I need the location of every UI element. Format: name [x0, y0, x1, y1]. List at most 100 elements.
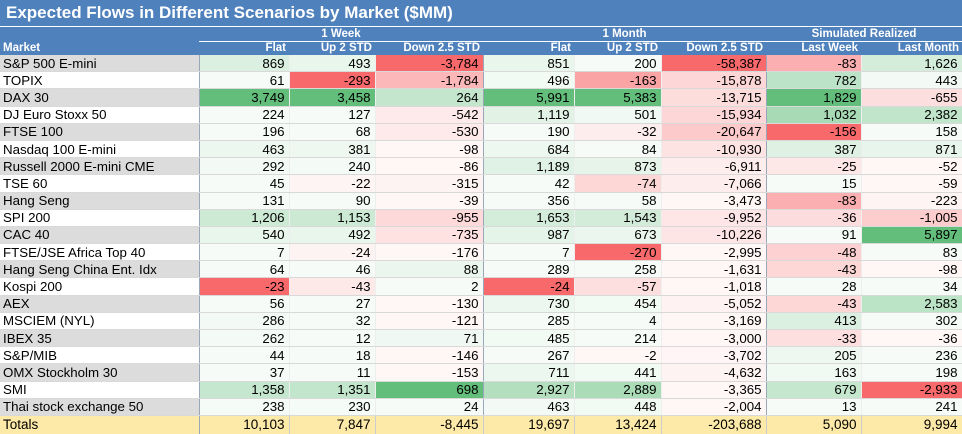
value-cell: -3,702 — [661, 346, 767, 365]
value-cell: -36 — [861, 329, 962, 348]
value-cell: -7,066 — [661, 174, 767, 193]
value-cell: -10,930 — [661, 140, 767, 159]
value-cell: -24 — [483, 277, 575, 296]
value-cell: 258 — [574, 260, 662, 279]
value-cell: 782 — [766, 71, 862, 90]
value-cell: -163 — [574, 71, 662, 90]
table-row: DJ Euro Stoxx 50 224 127 -542 1,119 501 -15,93… — [0, 106, 962, 124]
value-cell: 1,032 — [766, 106, 862, 124]
market-name-cell: OMX Stockholm 30 — [0, 363, 200, 382]
total-value-cell: 13,424 — [574, 414, 662, 434]
value-cell: 131 — [199, 192, 290, 210]
table-row: Hang Seng 131 90 -39 356 58 -3,473 -83 -223 — [0, 192, 962, 210]
value-cell: 11 — [289, 363, 376, 382]
value-cell: 224 — [199, 106, 290, 124]
value-cell: 205 — [766, 346, 862, 365]
value-cell: 1,653 — [483, 209, 575, 227]
group-header-blank — [0, 27, 199, 42]
table-row: Thai stock exchange 50 238 230 24 463 448 -2,0… — [0, 398, 962, 416]
value-cell: 1,119 — [483, 106, 575, 124]
total-value-cell: 5,090 — [766, 414, 862, 434]
value-cell: 302 — [861, 312, 962, 331]
table-row: TSE 60 45 -22 -315 42 -74 -7,066 15 -59 — [0, 174, 962, 193]
table-row: Hang Seng China Ent. Idx 64 46 88 289 258 -1,6… — [0, 260, 962, 279]
table-row: SPI 200 1,206 1,153 -955 1,653 1,543 -9,952 -36… — [0, 209, 962, 227]
market-name-cell: S&P/MIB — [0, 346, 200, 365]
value-cell: 83 — [861, 243, 962, 262]
value-cell: -1,018 — [661, 277, 767, 296]
value-cell: 356 — [483, 192, 575, 210]
value-cell: 56 — [199, 295, 290, 313]
total-value-cell: 10,103 — [199, 414, 290, 434]
value-cell: 267 — [483, 346, 575, 365]
market-name-cell: SMI — [0, 381, 200, 399]
table-row: AEX 56 27 -130 730 454 -5,052 -43 2,583 — [0, 295, 962, 313]
market-name-cell: Thai stock exchange 50 — [0, 398, 200, 416]
column-header: Flat — [199, 41, 289, 55]
value-cell: -52 — [861, 157, 962, 176]
value-cell: -5,052 — [661, 295, 767, 313]
value-cell: 292 — [199, 157, 290, 176]
value-cell: 5,991 — [483, 88, 575, 107]
column-header: Up 2 STD — [574, 41, 662, 55]
value-cell: 58 — [574, 192, 662, 210]
value-cell: 200 — [574, 55, 662, 73]
value-cell: 24 — [375, 398, 484, 416]
value-cell: 851 — [483, 55, 575, 73]
value-cell: -6,911 — [661, 157, 767, 176]
value-cell: 485 — [483, 329, 575, 348]
value-cell: -43 — [766, 295, 862, 313]
value-cell: 90 — [289, 192, 376, 210]
value-cell: -121 — [375, 312, 484, 331]
value-cell: 27 — [289, 295, 376, 313]
value-cell: 262 — [199, 329, 290, 348]
value-cell: 1,543 — [574, 209, 662, 227]
market-name-cell: IBEX 35 — [0, 329, 200, 348]
value-cell: 1,189 — [483, 157, 575, 176]
value-cell: 387 — [766, 140, 862, 159]
value-cell: -83 — [766, 192, 862, 210]
value-cell: 241 — [861, 398, 962, 416]
market-name-cell: MSCIEM (NYL) — [0, 312, 200, 331]
table-row: FTSE/JSE Africa Top 40 7 -24 -176 7 -270 -2,99… — [0, 243, 962, 262]
table-row: S&P 500 E-mini 869 493 -3,784 851 200 -58,387-… — [0, 55, 962, 73]
market-name-cell: Nasdaq 100 E-mini — [0, 140, 200, 159]
value-cell: 4 — [574, 312, 662, 331]
value-cell: 37 — [199, 363, 290, 382]
value-cell: 163 — [766, 363, 862, 382]
value-cell: -4,632 — [661, 363, 767, 382]
table-row: FTSE 100 196 68 -530 190 -32 -20,647 -156 158 — [0, 123, 962, 141]
value-cell: -59 — [861, 174, 962, 193]
value-cell: -13,715 — [661, 88, 767, 107]
value-cell: 873 — [574, 157, 662, 176]
value-cell: 869 — [199, 55, 290, 73]
value-cell: 448 — [574, 398, 662, 416]
value-cell: -39 — [375, 192, 484, 210]
value-cell: -176 — [375, 243, 484, 262]
table-row: DAX 30 3,749 3,458 264 5,991 5,383 -13,715 1,82… — [0, 88, 962, 107]
table-row: Russell 2000 E-mini CME 292 240 -86 1,189 873… — [0, 157, 962, 176]
value-cell: -74 — [574, 174, 662, 193]
value-cell: 214 — [574, 329, 662, 348]
market-name-cell: DJ Euro Stoxx 50 — [0, 106, 200, 124]
value-cell: 12 — [289, 329, 376, 348]
value-cell: -3,000 — [661, 329, 767, 348]
value-cell: 2,889 — [574, 381, 662, 399]
value-cell: 5,897 — [861, 226, 962, 245]
value-cell: -3,365 — [661, 381, 767, 399]
totals-label: Totals — [0, 414, 200, 434]
column-header: Up 2 STD — [289, 41, 375, 55]
total-value-cell: 19,697 — [483, 414, 575, 434]
value-cell: 698 — [375, 381, 484, 399]
value-cell: 684 — [483, 140, 575, 159]
value-cell: -1,784 — [375, 71, 484, 90]
value-cell: 443 — [861, 71, 962, 90]
value-cell: 61 — [199, 71, 290, 90]
table-row: Kospi 200 -23 -43 2 -24 -57 -1,018 28 34 — [0, 277, 962, 296]
value-cell: 190 — [483, 123, 575, 141]
value-cell: -1,631 — [661, 260, 767, 279]
value-cell: 1,153 — [289, 209, 376, 227]
value-cell: -315 — [375, 174, 484, 193]
value-cell: 264 — [375, 88, 484, 107]
